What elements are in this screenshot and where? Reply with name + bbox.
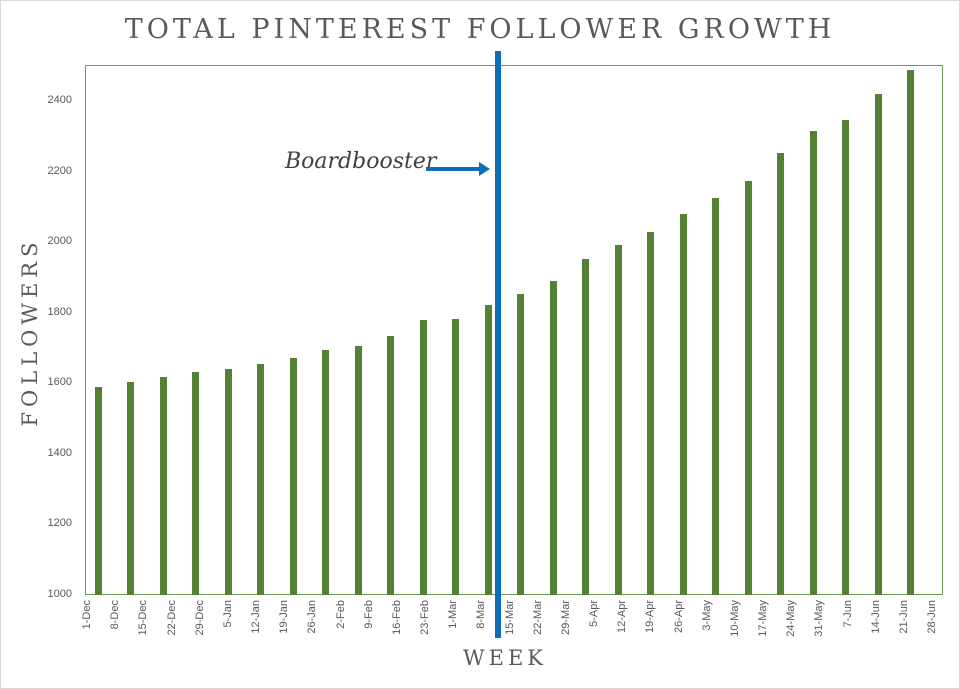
- x-tick-label: 12-Apr: [616, 600, 629, 634]
- arrow-right-icon: [479, 162, 490, 176]
- x-tick-label: 26-Jan: [306, 600, 319, 634]
- y-tick-label: 1000: [47, 588, 72, 600]
- bar: [95, 386, 102, 595]
- x-tick-label: 7-Jun: [841, 600, 854, 628]
- y-tick-label: 2400: [47, 94, 72, 106]
- x-tick-label: 9-Feb: [362, 600, 375, 629]
- bar: [289, 357, 297, 595]
- x-tick-label: 1-Dec: [81, 600, 93, 630]
- x-tick-label: 29-Mar: [559, 600, 572, 635]
- bar: [257, 363, 265, 595]
- x-tick-label: 16-Feb: [390, 600, 403, 635]
- bar: [452, 319, 460, 595]
- x-tick-label: 17-May: [757, 600, 769, 637]
- y-tick-label: 1400: [47, 446, 72, 459]
- bar: [744, 181, 752, 595]
- bar: [192, 372, 200, 595]
- chart-title: TOTAL PINTEREST FOLLOWER GROWTH: [124, 14, 836, 45]
- bar: [322, 350, 330, 595]
- x-tick-label: 14-Jun: [869, 600, 882, 634]
- bar: [517, 294, 525, 595]
- bar: [127, 382, 135, 595]
- x-tick-label: 15-Mar: [503, 600, 516, 635]
- plot-area: [85, 65, 943, 595]
- x-tick-label: 31-May: [813, 600, 826, 637]
- bar: [647, 232, 655, 595]
- x-tick-label: 1-Mar: [447, 600, 460, 629]
- bar: [387, 335, 395, 595]
- y-tick-label: 2000: [47, 235, 72, 248]
- x-tick-label: 23-Feb: [419, 600, 431, 635]
- x-tick-label: 24-May: [785, 600, 798, 637]
- bar: [777, 153, 785, 595]
- bar: [874, 93, 882, 595]
- x-tick-label: 22-Mar: [531, 600, 544, 635]
- bar: [582, 258, 590, 595]
- x-tick-label: 8-Mar: [475, 600, 488, 629]
- annotation-arrow-shaft: [426, 167, 481, 171]
- bar: [809, 130, 817, 595]
- bar: [549, 281, 557, 595]
- x-tick-label: 2-Feb: [334, 600, 347, 629]
- bar: [907, 70, 914, 595]
- x-tick-label: 5-Jan: [221, 600, 234, 628]
- x-tick-label: 19-Apr: [644, 600, 657, 634]
- y-tick-label: 2200: [47, 164, 72, 177]
- x-axis-label: WEEK: [463, 646, 547, 670]
- bar: [419, 319, 427, 595]
- bar: [712, 198, 720, 595]
- x-tick-label: 21-Jun: [897, 600, 910, 634]
- bar: [159, 376, 167, 595]
- bar: [354, 345, 362, 595]
- x-tick-label: 15-Dec: [137, 600, 150, 636]
- x-tick-label: 8-Dec: [109, 600, 122, 630]
- x-tick-label: 26-Apr: [672, 600, 685, 634]
- y-tick-label: 1800: [47, 305, 72, 318]
- bar: [679, 214, 687, 595]
- x-tick-label: 12-Jan: [250, 600, 262, 634]
- boardbooster-marker-line: [495, 51, 501, 638]
- bar: [842, 120, 850, 595]
- x-tick-label: 10-May: [728, 600, 741, 637]
- y-tick-label: 1600: [47, 376, 72, 389]
- x-tick-label: 29-Dec: [193, 600, 206, 636]
- bar: [484, 305, 492, 595]
- bar: [224, 369, 232, 595]
- y-tick-label: 1200: [47, 517, 72, 530]
- x-tick-label: 19-Jan: [278, 600, 291, 634]
- bar: [614, 244, 622, 595]
- x-tick-label: 22-Dec: [165, 600, 178, 636]
- x-tick-label: 3-May: [700, 600, 713, 631]
- boardbooster-annotation: Boardbooster: [285, 149, 437, 174]
- x-tick-label: 5-Apr: [588, 600, 600, 627]
- x-tick-label: 28-Jun: [926, 600, 938, 634]
